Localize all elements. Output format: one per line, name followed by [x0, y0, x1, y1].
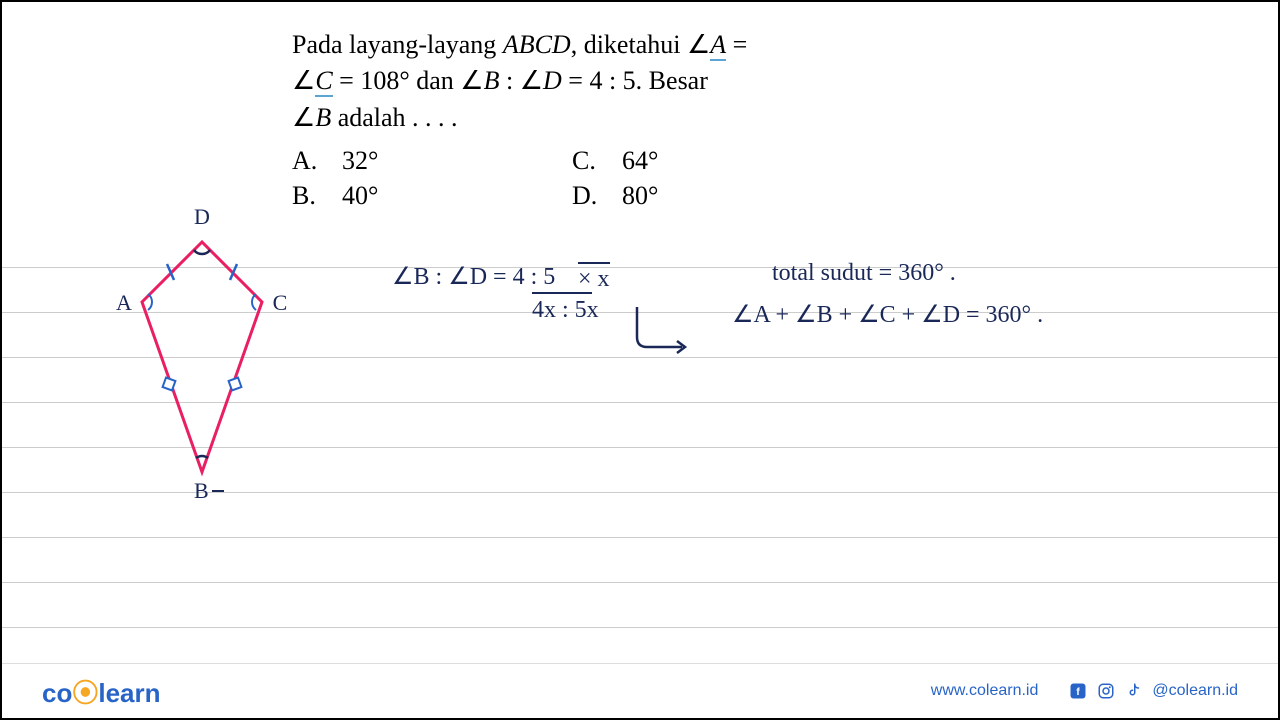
q-D: D	[543, 66, 562, 95]
q-B: B	[484, 66, 500, 95]
kite-label-C: C	[273, 290, 288, 315]
kite-diagram: D A C B	[112, 202, 312, 502]
kite-label-D: D	[194, 204, 210, 229]
logo-dot-icon: ⦿	[72, 678, 98, 708]
social-handle: @colearn.id	[1152, 682, 1238, 700]
option-A: A. 32°	[292, 146, 552, 176]
facebook-icon[interactable]: f	[1068, 681, 1088, 701]
q-C: C	[315, 66, 332, 97]
q-text: =	[726, 30, 747, 59]
handwriting-ratio1: ∠B : ∠D = 4 : 5	[392, 262, 555, 291]
option-C: C. 64°	[572, 146, 832, 176]
paper-line	[2, 537, 1278, 538]
q-text: = 4 : 5. Besar	[562, 66, 708, 95]
footer-right: www.colearn.id f @colearn.id	[931, 681, 1238, 701]
social-block: f @colearn.id	[1068, 681, 1238, 701]
q-B2: B	[315, 103, 331, 132]
kite-polygon	[142, 242, 262, 472]
question-block: Pada layang-layang ABCD, diketahui ∠A = …	[292, 27, 992, 211]
arrow-icon	[627, 302, 707, 362]
question-text: Pada layang-layang ABCD, diketahui ∠A = …	[292, 27, 992, 136]
paper-line	[2, 582, 1278, 583]
angle-arc-D	[194, 250, 210, 254]
q-abcd: ABCD	[503, 30, 571, 59]
q-A: A	[710, 30, 726, 61]
tiktok-icon[interactable]	[1124, 681, 1144, 701]
option-D: D. 80°	[572, 181, 832, 211]
logo-pre: co	[42, 678, 72, 708]
handwriting-total2: ∠A + ∠B + ∠C + ∠D = 360° .	[732, 300, 1043, 329]
double-tick-right	[229, 378, 242, 391]
option-B: B. 40°	[292, 181, 552, 211]
kite-label-B: B	[194, 478, 209, 502]
paper-line	[2, 627, 1278, 628]
opt-letter: D.	[572, 181, 602, 211]
logo-post: learn	[98, 678, 160, 708]
angle-arc-B	[196, 456, 208, 458]
q-text: ∠	[292, 103, 315, 132]
opt-value: 32°	[342, 146, 378, 176]
options-grid: A. 32° C. 64° B. 40° D. 80°	[292, 146, 992, 211]
handwriting-ratio2: × x	[578, 262, 610, 293]
kite-label-A: A	[116, 290, 132, 315]
logo: co⦿learn	[42, 673, 161, 710]
q-text: , diketahui ∠	[571, 30, 711, 59]
instagram-icon[interactable]	[1096, 681, 1116, 701]
q-text: adalah . . . .	[331, 103, 457, 132]
opt-value: 80°	[622, 181, 658, 211]
website-link[interactable]: www.colearn.id	[931, 682, 1039, 700]
q-text: Pada layang-layang	[292, 30, 503, 59]
footer: co⦿learn www.colearn.id f @colearn.id	[2, 663, 1278, 718]
q-text: : ∠	[499, 66, 543, 95]
opt-letter: C.	[572, 146, 602, 176]
svg-text:f: f	[1077, 686, 1081, 698]
double-tick-left	[163, 378, 176, 391]
q-text: ∠	[292, 66, 315, 95]
handwriting-ratio3: 4x : 5x	[532, 297, 599, 324]
ratio-underline	[532, 292, 592, 294]
opt-letter: A.	[292, 146, 322, 176]
opt-value: 40°	[342, 181, 378, 211]
q-text: = 108° dan ∠	[333, 66, 484, 95]
handwriting-total1: total sudut = 360° .	[772, 260, 956, 287]
opt-value: 64°	[622, 146, 658, 176]
